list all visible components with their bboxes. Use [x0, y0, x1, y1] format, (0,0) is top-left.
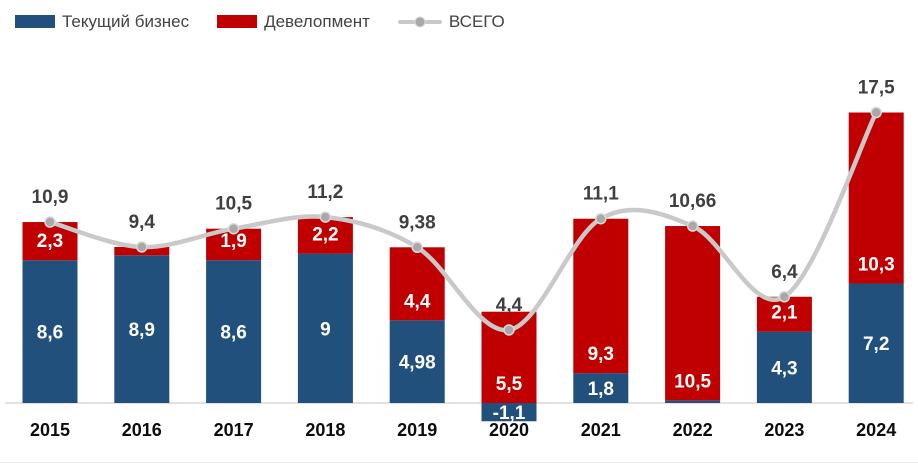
total-marker-2016 — [136, 241, 148, 253]
bar-label-current-business-2016: 8,9 — [129, 320, 155, 341]
legend-label-total: ВСЕГО — [448, 12, 505, 31]
legend-label-development: Девелопмент — [264, 12, 370, 31]
bar-segment-development-2021 — [573, 218, 629, 374]
year-label-2024: 2024 — [856, 420, 896, 440]
total-label-2020: 4,4 — [496, 295, 523, 316]
total-marker-2021 — [595, 212, 607, 225]
bar-label-development-2017: 1,9 — [220, 231, 246, 252]
bar-label-development-2023: 2,1 — [771, 303, 798, 324]
total-marker-2018 — [319, 211, 332, 223]
bar-segment-current-business-2020 — [481, 403, 537, 422]
total-marker-2020 — [503, 324, 515, 336]
legend-swatch-development — [217, 15, 258, 28]
total-marker-2015 — [44, 216, 56, 228]
legend-item-total: ВСЕГО — [397, 12, 505, 31]
year-label-2021: 2021 — [581, 420, 621, 440]
bar-label-current-business-2021: 1,8 — [588, 379, 614, 400]
bar-segment-current-business-2023 — [756, 331, 812, 403]
bar-label-development-2022: 10,5 — [674, 371, 711, 392]
legend-line-dot-icon — [414, 16, 426, 27]
bar-label-current-business-2019: 4,98 — [399, 353, 436, 374]
bar-segment-development-2018 — [297, 217, 353, 254]
bar-label-development-2019: 4,4 — [404, 291, 431, 312]
year-label-2016: 2016 — [122, 420, 162, 440]
bar-label-development-2018: 2,2 — [312, 225, 338, 246]
bar-label-current-business-2023: 4,3 — [771, 358, 797, 379]
bar-label-development-2021: 9,3 — [588, 344, 614, 365]
total-marker-2017 — [227, 222, 240, 235]
total-label-2015: 10,9 — [32, 187, 69, 208]
total-marker-2024 — [870, 106, 882, 119]
bar-segment-current-business-2016 — [114, 255, 170, 403]
bar-label-development-2015: 2,3 — [37, 231, 63, 252]
legend-label-current-business: Текущий бизнес — [62, 12, 190, 31]
bar-segment-current-business-2019 — [389, 320, 445, 403]
legend-item-development: Девелопмент — [217, 13, 370, 30]
legend: Текущий бизнес Девелопмент ВСЕГО — [15, 13, 505, 30]
bar-label-current-business-2020: -1,1 — [493, 403, 526, 424]
year-label-2019: 2019 — [397, 420, 437, 440]
total-label-2023: 6,4 — [771, 262, 798, 283]
bar-label-current-business-2018: 9 — [320, 319, 331, 340]
total-label-2016: 9,4 — [129, 212, 156, 233]
year-label-2017: 2017 — [214, 420, 254, 440]
total-line-series — [47, 110, 879, 333]
year-label-2020: 2020 — [489, 420, 529, 440]
year-label-2015: 2015 — [30, 420, 70, 440]
year-label-2022: 2022 — [673, 420, 713, 440]
bar-segment-current-business-2022 — [665, 400, 721, 403]
bar-label-current-business-2024: 7,2 — [863, 334, 889, 355]
bar-label-development-2024: 10,3 — [858, 254, 895, 275]
year-label-2018: 2018 — [305, 420, 345, 440]
year-label-2023: 2023 — [764, 420, 804, 440]
bar-label-current-business-2015: 8,6 — [37, 323, 63, 344]
bar-segment-current-business-2015 — [22, 260, 78, 403]
total-label-2021: 11,1 — [583, 184, 619, 205]
total-marker-2022 — [686, 220, 699, 232]
bar-segment-current-business-2021 — [573, 373, 629, 403]
total-label-2017: 10,5 — [215, 194, 252, 215]
total-label-2024: 17,5 — [858, 78, 895, 99]
total-label-2019: 9,38 — [399, 212, 436, 233]
total-label-2018: 11,2 — [307, 182, 343, 203]
total-label-2022: 10,66 — [669, 191, 717, 212]
legend-swatch-current-business — [15, 15, 55, 28]
bar-segment-development-2024 — [848, 112, 904, 284]
bar-segment-development-2022 — [665, 226, 721, 401]
bar-segment-development-2019 — [389, 247, 445, 321]
bar-segment-current-business-2018 — [297, 253, 353, 403]
legend-line-swatch — [397, 16, 442, 27]
bar-segment-development-2023 — [756, 296, 812, 332]
total-marker-2019 — [411, 241, 423, 254]
bar-segment-current-business-2024 — [848, 283, 904, 403]
bar-label-current-business-2017: 8,6 — [220, 323, 246, 344]
bar-segment-current-business-2017 — [206, 260, 262, 403]
legend-item-current-business: Текущий бизнес — [15, 13, 189, 30]
bar-label-development-2020: 5,5 — [496, 374, 523, 395]
total-marker-2023 — [778, 291, 791, 303]
